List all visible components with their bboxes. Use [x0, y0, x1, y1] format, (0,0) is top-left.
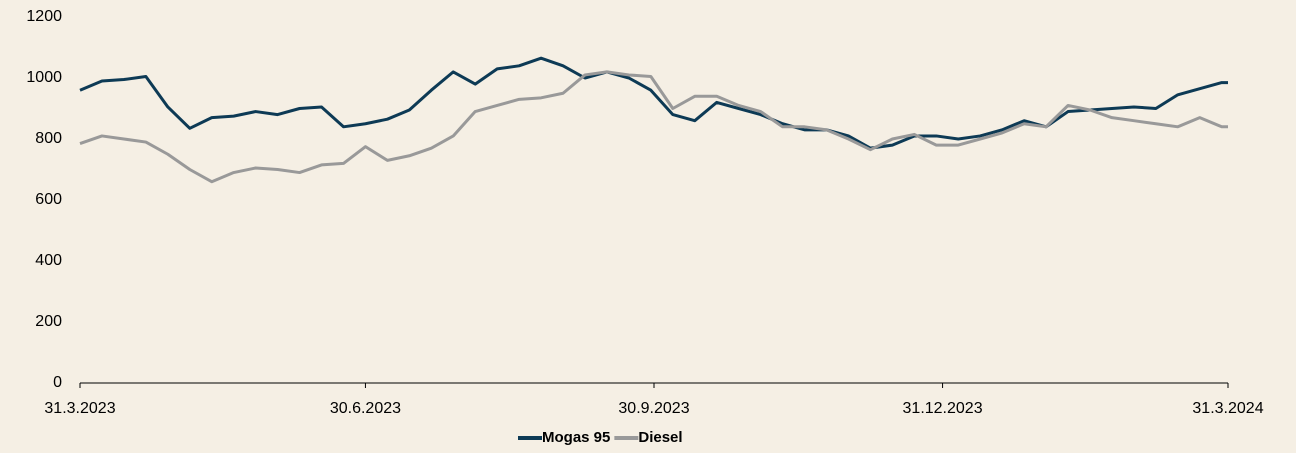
- x-tick-label: 31.3.2023: [44, 400, 115, 417]
- x-tick-label: 30.9.2023: [618, 400, 689, 417]
- y-tick-label: 800: [35, 130, 62, 147]
- x-tick-label: 30.6.2023: [330, 400, 401, 417]
- y-tick-label: 200: [35, 313, 62, 330]
- line-series: [79, 70, 1228, 184]
- y-tick-label: 1200: [26, 8, 62, 25]
- legend-label: Mogas 95: [542, 429, 610, 446]
- y-tick-label: 400: [35, 252, 62, 269]
- x-tick-label: 31.3.2024: [1192, 400, 1263, 417]
- y-tick-label: 600: [35, 191, 62, 208]
- y-tick-label: 1000: [26, 69, 62, 86]
- y-tick-label: 0: [53, 374, 62, 391]
- x-tick-label: 31.12.2023: [903, 400, 983, 417]
- line-series: [79, 56, 1228, 150]
- legend-label: Diesel: [638, 429, 682, 446]
